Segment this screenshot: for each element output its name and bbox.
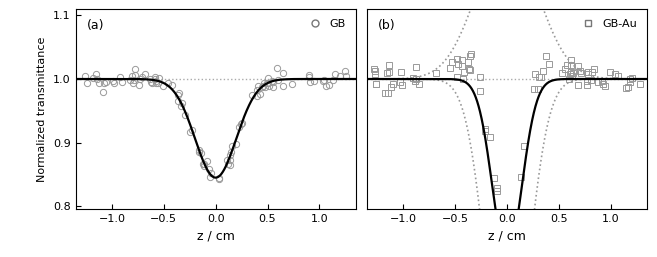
X-axis label: z / cm: z / cm	[488, 230, 526, 243]
X-axis label: z / cm: z / cm	[196, 230, 235, 243]
Text: (a): (a)	[87, 19, 104, 32]
Y-axis label: Normalized transmittance: Normalized transmittance	[37, 36, 47, 182]
Text: (b): (b)	[378, 19, 396, 32]
Legend: GB: GB	[300, 15, 350, 33]
Legend: GB-Au: GB-Au	[572, 15, 642, 33]
